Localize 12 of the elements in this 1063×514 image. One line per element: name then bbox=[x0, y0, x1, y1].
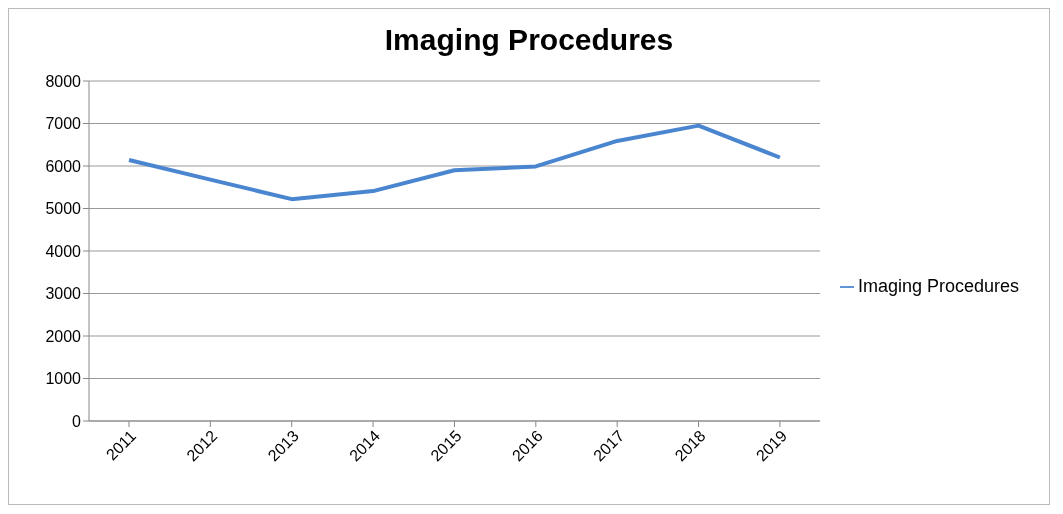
y-tick-label: 5000 bbox=[45, 200, 82, 218]
y-tick-label: 2000 bbox=[45, 327, 82, 345]
y-tick-label: 6000 bbox=[45, 157, 82, 175]
chart-title: Imaging Procedures bbox=[383, 22, 675, 58]
y-tick-label: 0 bbox=[72, 412, 82, 430]
y-tick-label: 3000 bbox=[45, 285, 82, 303]
legend-label: Imaging Procedures bbox=[857, 275, 1019, 296]
y-tick-label: 1000 bbox=[45, 370, 82, 388]
y-tick-label: 4000 bbox=[45, 242, 82, 260]
line-series bbox=[127, 123, 782, 202]
y-tick-label: 7000 bbox=[45, 115, 82, 133]
y-tick-label: 8000 bbox=[45, 72, 82, 90]
